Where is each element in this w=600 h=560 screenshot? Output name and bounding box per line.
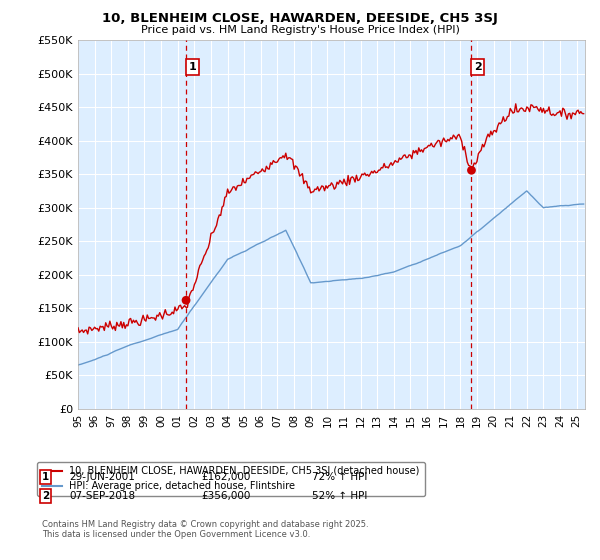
- Text: Price paid vs. HM Land Registry's House Price Index (HPI): Price paid vs. HM Land Registry's House …: [140, 25, 460, 35]
- Point: [181, 296, 191, 305]
- Legend: 10, BLENHEIM CLOSE, HAWARDEN, DEESIDE, CH5 3SJ (detached house), HPI: Average pr: 10, BLENHEIM CLOSE, HAWARDEN, DEESIDE, C…: [37, 461, 425, 496]
- Text: 1: 1: [42, 472, 49, 482]
- Text: 1: 1: [188, 62, 196, 72]
- Text: 07-SEP-2018: 07-SEP-2018: [69, 491, 135, 501]
- Text: 52% ↑ HPI: 52% ↑ HPI: [312, 491, 367, 501]
- Text: Contains HM Land Registry data © Crown copyright and database right 2025.
This d: Contains HM Land Registry data © Crown c…: [42, 520, 368, 539]
- Text: £356,000: £356,000: [201, 491, 250, 501]
- Text: 2: 2: [42, 491, 49, 501]
- Point: [467, 166, 476, 175]
- Text: 2: 2: [474, 62, 482, 72]
- Text: 10, BLENHEIM CLOSE, HAWARDEN, DEESIDE, CH5 3SJ: 10, BLENHEIM CLOSE, HAWARDEN, DEESIDE, C…: [102, 12, 498, 25]
- Text: 29-JUN-2001: 29-JUN-2001: [69, 472, 135, 482]
- Text: £162,000: £162,000: [201, 472, 250, 482]
- Text: 72% ↑ HPI: 72% ↑ HPI: [312, 472, 367, 482]
